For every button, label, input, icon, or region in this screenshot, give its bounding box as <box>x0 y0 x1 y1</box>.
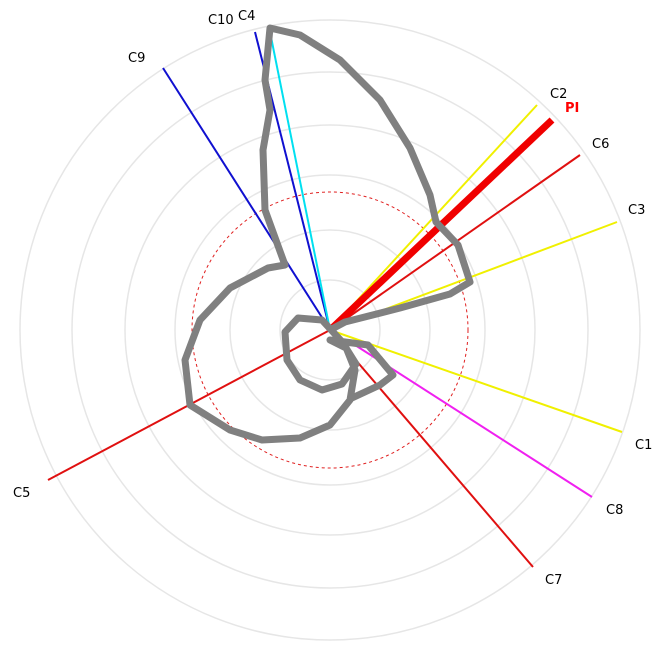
label: C7 <box>545 573 562 588</box>
label: C5 <box>13 486 30 501</box>
rays <box>47 31 623 568</box>
label: C3 <box>628 203 645 218</box>
label: PI <box>565 101 579 116</box>
ray <box>354 344 593 498</box>
ring <box>229 229 431 431</box>
labels: C10 C4 C9 C2 PI C6 C3 C1 C8 C7 C5 <box>13 9 652 588</box>
label: C4 <box>238 9 255 24</box>
dashed-ring <box>191 191 469 469</box>
rings <box>19 19 641 641</box>
label: C6 <box>592 137 609 152</box>
label: C1 <box>635 438 652 453</box>
ray <box>162 67 331 331</box>
ring <box>174 174 486 486</box>
ray <box>329 329 623 433</box>
ring <box>279 279 381 381</box>
ray <box>269 31 331 331</box>
label: C8 <box>606 503 623 518</box>
ray <box>329 329 534 568</box>
ring <box>19 19 641 641</box>
label: C10 <box>208 13 234 28</box>
ring <box>124 124 536 536</box>
label: C2 <box>550 87 567 102</box>
ring <box>71 71 589 589</box>
label: C9 <box>128 51 145 66</box>
gray-curve <box>181 24 474 444</box>
